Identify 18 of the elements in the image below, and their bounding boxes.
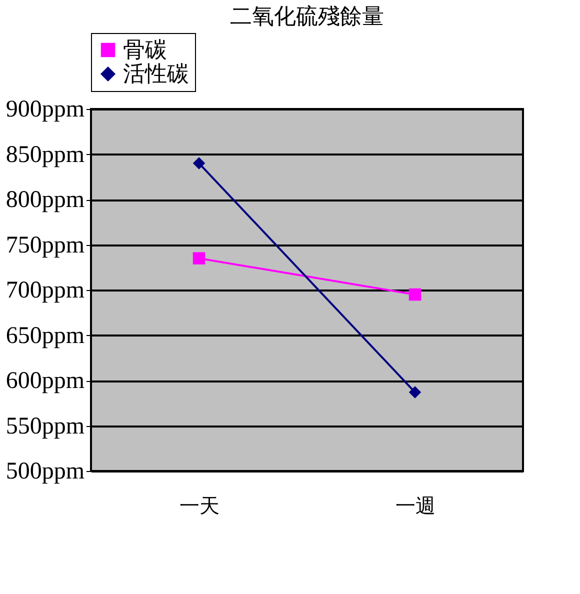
- y-tick-label: 800ppm: [6, 187, 85, 213]
- y-tick-label: 900ppm: [6, 96, 85, 122]
- point: [408, 386, 422, 398]
- legend-label: 骨碳: [123, 37, 167, 62]
- x-tick-label: 一週: [396, 496, 436, 518]
- point: [408, 288, 422, 301]
- legend-label: 活性碳: [123, 61, 189, 86]
- chart-title: 二氧化硫殘餘量: [230, 4, 384, 28]
- y-tick-label: 650ppm: [6, 322, 85, 349]
- x-tick-label: 一天: [180, 496, 220, 518]
- y-tick-label: 850ppm: [6, 142, 85, 168]
- y-tick-label: 550ppm: [6, 413, 85, 440]
- y-tick-label: 750ppm: [6, 232, 85, 258]
- y-tick-label: 600ppm: [6, 368, 85, 394]
- y-tick-label: 500ppm: [6, 458, 85, 484]
- point: [192, 157, 206, 170]
- y-tick-label: 700ppm: [6, 278, 85, 304]
- point: [192, 252, 206, 264]
